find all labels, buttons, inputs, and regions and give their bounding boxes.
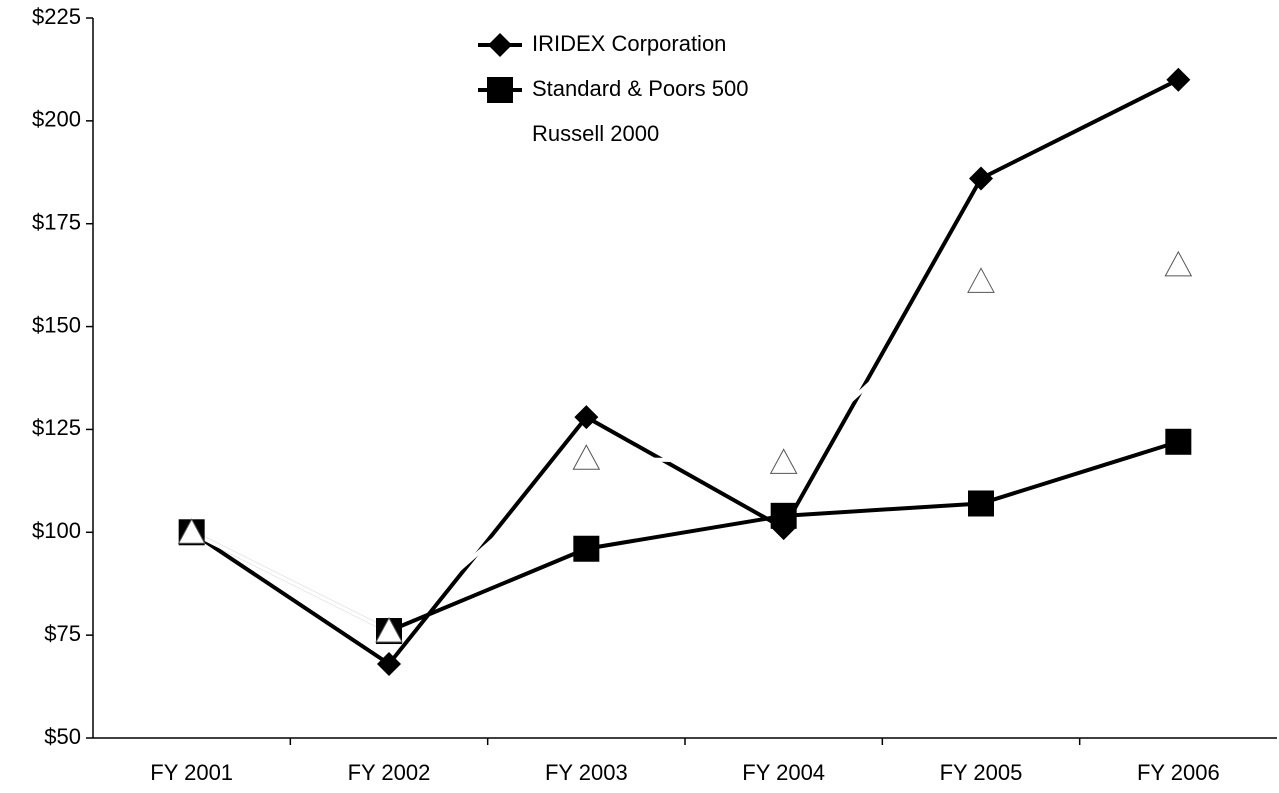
- marker: [969, 166, 993, 191]
- marker: [769, 448, 798, 474]
- y-tick-label: $150: [32, 312, 81, 337]
- x-tick-label: FY 2001: [150, 760, 233, 785]
- marker: [1165, 428, 1192, 455]
- series-line: [190, 262, 1179, 634]
- marker: [377, 651, 401, 676]
- y-tick-label: $75: [44, 621, 81, 646]
- marker: [574, 405, 599, 430]
- marker: [967, 267, 995, 293]
- y-tick-label: $175: [32, 210, 81, 235]
- marker: [177, 518, 206, 544]
- marker: [968, 490, 994, 517]
- series-line: [190, 77, 1180, 667]
- marker: [375, 616, 403, 643]
- x-tick-label: FY 2003: [545, 760, 628, 785]
- series-line: [190, 439, 1179, 634]
- y-tick-label: $125: [32, 415, 81, 440]
- x-tick-label: FY 2005: [940, 760, 1023, 785]
- legend-label: Standard & Poors 500: [532, 76, 748, 101]
- x-tick-label: FY 2004: [742, 760, 825, 785]
- y-tick-label: $50: [44, 724, 81, 749]
- legend-label: Russell 2000: [532, 121, 659, 146]
- marker: [488, 33, 512, 57]
- marker: [572, 444, 601, 470]
- x-tick-label: FY 2002: [348, 760, 431, 785]
- marker: [487, 77, 513, 103]
- marker: [1164, 250, 1193, 277]
- y-tick-label: $200: [32, 107, 81, 132]
- y-tick-label: $225: [32, 4, 81, 29]
- marker: [770, 502, 797, 529]
- marker: [486, 120, 514, 147]
- marker: [573, 535, 600, 562]
- x-tick-label: FY 2006: [1137, 760, 1220, 785]
- marker: [1166, 67, 1191, 92]
- legend-label: IRIDEX Corporation: [532, 31, 726, 56]
- y-tick-label: $100: [32, 518, 81, 543]
